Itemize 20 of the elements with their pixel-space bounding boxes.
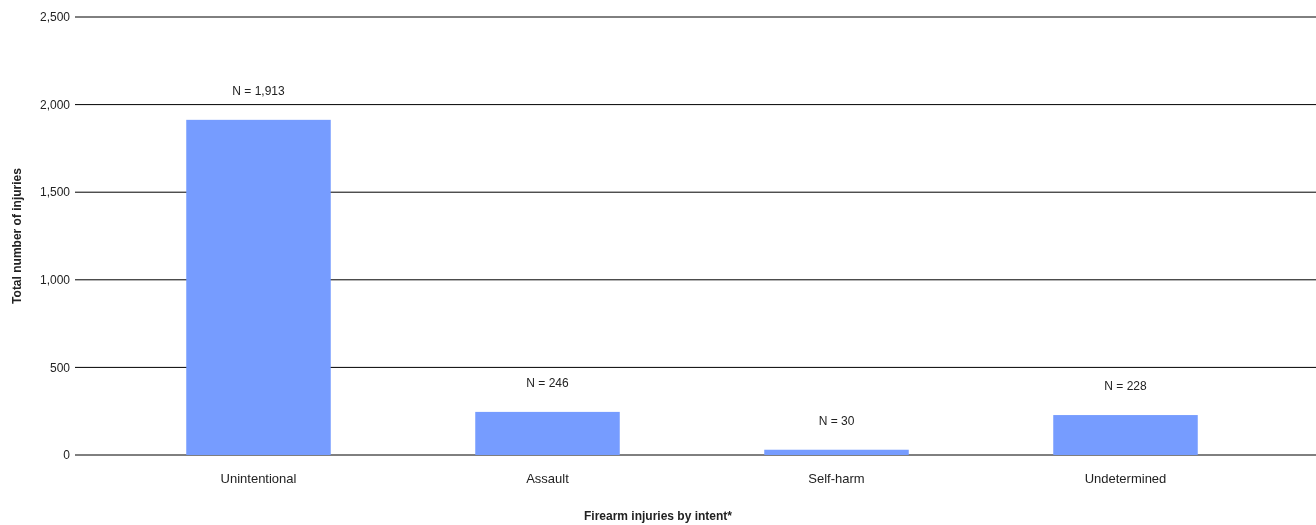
bar xyxy=(764,449,909,455)
x-tick-label: Self-harm xyxy=(808,471,865,486)
data-label: N = 246 xyxy=(526,375,569,390)
y-tick-label: 500 xyxy=(49,360,71,375)
data-label: N = 30 xyxy=(818,413,855,428)
bar xyxy=(186,119,331,455)
data-label: N = 1,913 xyxy=(232,83,286,98)
x-tick-label: Assault xyxy=(526,471,570,486)
data-label: N = 228 xyxy=(1104,379,1147,394)
x-axis-title: Firearm injuries by intent* xyxy=(583,509,733,523)
y-tick-label: 1,500 xyxy=(39,185,71,200)
bar xyxy=(1053,415,1198,455)
x-tick-label: Unintentional xyxy=(220,471,297,486)
x-tick-label: Undetermined xyxy=(1084,471,1167,486)
y-tick-label: 1,000 xyxy=(39,273,71,287)
y-tick-label: 2,000 xyxy=(39,97,71,112)
y-axis-title: Total number of injuries xyxy=(10,167,24,304)
y-tick-label: 2,500 xyxy=(39,10,71,25)
bar xyxy=(475,411,620,455)
y-tick-label: 0 xyxy=(63,448,71,463)
